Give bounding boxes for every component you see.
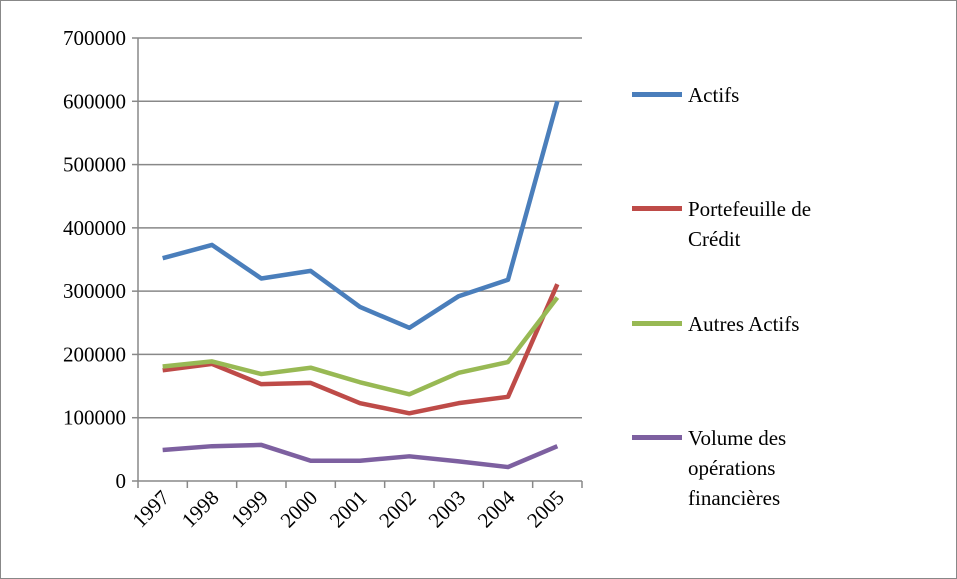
series-line xyxy=(162,100,560,331)
legend-label: Actifs xyxy=(688,83,740,107)
x-tick-label: 2001 xyxy=(325,486,372,533)
x-tick-label: 2002 xyxy=(374,486,421,533)
x-tick-label: 1999 xyxy=(226,486,273,533)
y-tick-label: 100000 xyxy=(63,406,126,430)
legend-swatch xyxy=(632,206,682,211)
legend-item: Volume des opérations financières xyxy=(632,423,838,513)
y-tick-label: 400000 xyxy=(63,216,126,240)
legend-swatch xyxy=(632,321,682,326)
legend-item: Portefeuille de Crédit xyxy=(632,194,838,254)
x-tick-label: 2003 xyxy=(424,486,471,533)
legend-swatch xyxy=(632,92,682,97)
x-tick-label: 1997 xyxy=(128,486,175,533)
y-tick-label: 300000 xyxy=(63,279,126,303)
series-line xyxy=(162,283,560,416)
legend-label: Portefeuille de Crédit xyxy=(688,197,812,251)
series-line xyxy=(162,296,560,397)
x-tick-label: 2005 xyxy=(522,486,569,533)
x-tick-label: 2000 xyxy=(276,486,323,533)
legend-item: Autres Actifs xyxy=(632,309,838,339)
y-tick-label: 700000 xyxy=(63,26,126,50)
y-tick-label: 600000 xyxy=(63,89,126,113)
legend-item: Actifs xyxy=(632,80,838,110)
y-tick-label: 200000 xyxy=(63,342,126,366)
legend-label: Autres Actifs xyxy=(688,312,800,336)
x-tick-label: 1998 xyxy=(177,486,224,533)
legend-label: Volume des opérations financières xyxy=(688,426,787,510)
series-line xyxy=(162,442,559,470)
x-tick-label: 2004 xyxy=(473,485,520,532)
y-tick-label: 0 xyxy=(116,469,127,493)
y-tick-label: 500000 xyxy=(63,153,126,177)
legend-swatch xyxy=(632,435,682,440)
